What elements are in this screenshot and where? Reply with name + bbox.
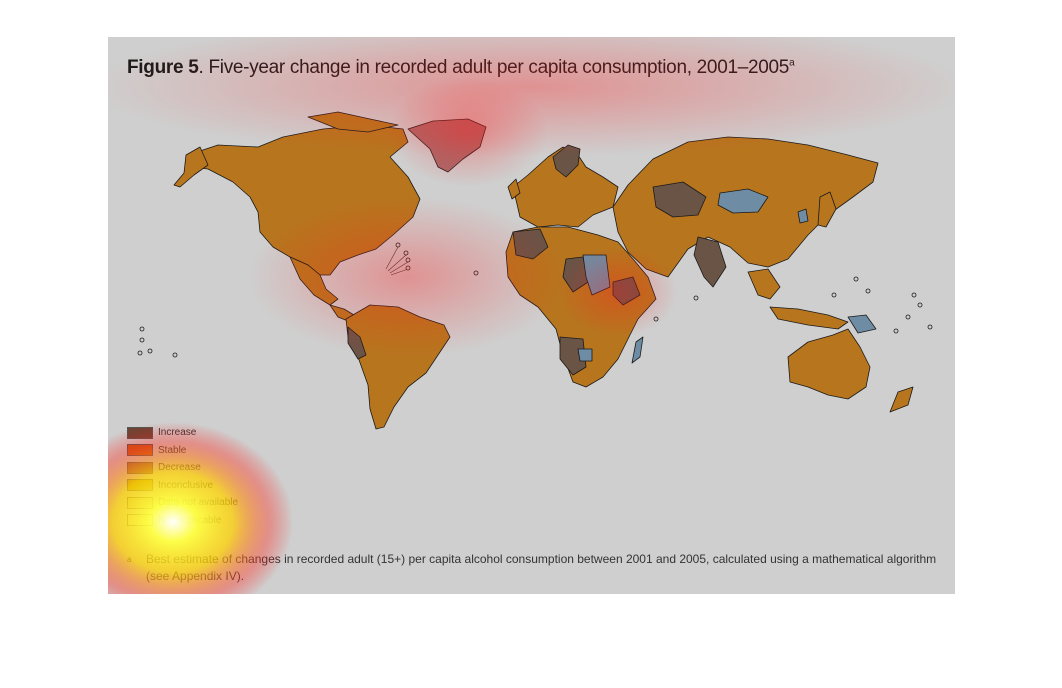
legend-swatch-decrease [127,461,153,474]
new-zealand [889,386,914,413]
footnote-mark: a [127,555,132,564]
new-guinea-decrease [847,314,877,334]
legend-label: Stable [158,444,187,456]
figure-panel: Figure 5. Five-year change in recorded a… [108,37,955,594]
figure-title-footnote-mark: a [789,57,795,69]
alaska-region [173,146,209,188]
legend-item-data-not-available: Data not available [127,494,238,512]
australia [787,328,871,400]
legend-label: Inconclusive [158,479,214,491]
footnote-text: Best estimate of changes in recorded adu… [146,552,937,583]
legend-item-increase: Increase [127,424,238,442]
india-increase [693,236,727,288]
legend-item-not-applicable: Not applicable [127,512,238,530]
map-legend: Increase Stable Decrease Inconclusive Da… [127,424,238,529]
legend-label: Data not available [158,497,239,509]
figure-title: Figure 5. Five-year change in recorded a… [127,57,795,79]
korea-decrease [797,208,809,224]
south-america-region [345,304,451,430]
figure-title-text: . Five-year change in recorded adult per… [198,57,790,78]
southern-africa-decrease [577,348,593,362]
footnote: a Best estimate of changes in recorded a… [127,551,942,585]
southeast-asia [747,268,781,300]
indonesia [769,306,849,330]
mongolia-decrease [717,188,769,214]
legend-swatch-not-applicable [127,514,153,527]
north-america-region [187,124,421,276]
legend-label: Increase [158,427,197,439]
legend-label: Not applicable [158,514,222,526]
central-asia-increase [652,181,707,218]
legend-item-inconclusive: Inconclusive [127,477,238,495]
legend-item-stable: Stable [127,442,238,460]
legend-label: Decrease [158,462,201,474]
figure-number: Figure 5 [127,57,199,78]
legend-item-decrease: Decrease [127,459,238,477]
japan [817,191,837,228]
legend-swatch-stable [127,444,153,457]
greenland [407,118,487,173]
legend-swatch-data-not-available [127,496,153,509]
legend-swatch-inconclusive [127,479,153,492]
legend-swatch-increase [127,426,153,439]
madagascar [631,336,644,364]
